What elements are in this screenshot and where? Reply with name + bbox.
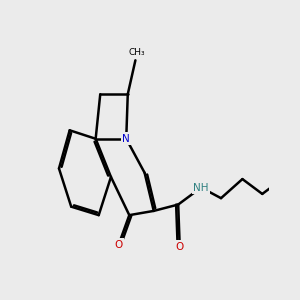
Text: O: O bbox=[176, 242, 184, 252]
Text: CH₃: CH₃ bbox=[128, 48, 145, 57]
Text: N: N bbox=[122, 134, 130, 144]
Text: O: O bbox=[115, 240, 123, 250]
Text: NH: NH bbox=[194, 183, 209, 193]
